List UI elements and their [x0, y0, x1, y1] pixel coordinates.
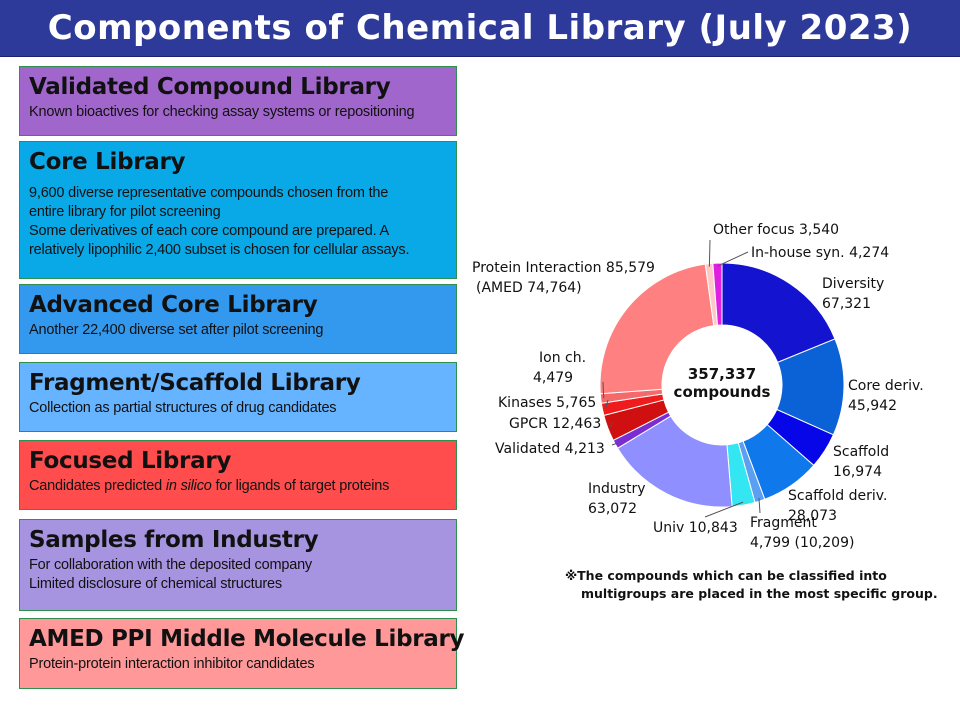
slice-protein-interaction	[599, 263, 715, 395]
slice-label: 28,073	[788, 508, 837, 524]
library-box-core: Core Library 9,600 diverse representative…	[19, 141, 457, 279]
library-description: Known bioactives for checking assay syst…	[29, 103, 446, 122]
slice-label: 45,942	[848, 398, 897, 414]
library-title: Core Library	[29, 149, 186, 175]
slice-label: 63,072	[588, 501, 637, 517]
leader-line	[717, 251, 749, 267]
library-title: Samples from Industry	[29, 527, 319, 553]
library-description-line: Another 22,400 diverse set after pilot s…	[29, 322, 324, 338]
library-title: Advanced Core Library	[29, 292, 318, 318]
library-description-line: entire library for pilot screening	[29, 204, 221, 220]
slice-label: GPCR 12,463	[509, 416, 601, 432]
library-box-advanced-core: Advanced Core Library Another 22,400 dive…	[19, 284, 457, 354]
library-description: 9,600 diverse representative compounds c…	[29, 184, 446, 260]
slice-label: 16,974	[833, 464, 882, 480]
leader-line	[610, 421, 613, 428]
library-description-line: Limited disclosure of chemical structure…	[29, 576, 282, 592]
donut-chart: 357,337 compounds Diversity 67,321 Core deri…	[460, 200, 960, 620]
library-description: Candidates predicted in silico for ligan…	[29, 477, 446, 496]
slice-label: Fragment	[750, 515, 817, 531]
slice-label: Scaffold deriv.	[788, 488, 887, 504]
leader-line	[611, 442, 619, 446]
description-text: for ligands of target proteins	[211, 478, 390, 494]
slice-label: Other focus 3,540	[713, 222, 839, 238]
description-text: Candidates predicted	[29, 478, 166, 494]
slice-in-house-syn	[712, 262, 723, 326]
center-label: compounds	[674, 383, 771, 401]
library-description-line: Collection as partial structures of drug…	[29, 400, 337, 416]
library-description: For collaboration with the deposited com…	[29, 556, 446, 594]
library-title: Focused Library	[29, 448, 232, 474]
library-description-line: Protein-protein interaction inhibitor ca…	[29, 656, 315, 672]
library-box-amed-ppi: AMED PPI Middle Molecule Library Protein-…	[19, 618, 465, 689]
library-title: Validated Compound Library	[29, 74, 391, 100]
library-title: Fragment/Scaffold Library	[29, 370, 361, 396]
library-description-line: Known bioactives for checking assay syst…	[29, 104, 415, 120]
center-label: 357,337	[688, 365, 756, 383]
library-title: AMED PPI Middle Molecule Library	[29, 626, 465, 652]
library-description-line: 9,600 diverse representative compounds c…	[29, 185, 389, 201]
footnote-line-2: multigroups are placed in the most speci…	[581, 586, 938, 601]
footnote-line-1: ※The compounds which can be classified i…	[565, 568, 887, 583]
library-description: Collection as partial structures of drug…	[29, 399, 446, 418]
library-box-validated: Validated Compound Library Known bioactiv…	[19, 66, 457, 136]
slice-label: In-house syn. 4,274	[751, 245, 889, 261]
footnote: ※The compounds which can be classified i…	[565, 567, 955, 603]
slice-label: Core deriv.	[848, 378, 924, 394]
slice-label: 67,321	[822, 296, 871, 312]
library-description: Another 22,400 diverse set after pilot s…	[29, 321, 446, 340]
library-description-line: relatively lipophilic 2,400 subset is ch…	[29, 242, 410, 258]
italic-term: in silico	[165, 478, 212, 494]
leader-line	[604, 399, 609, 409]
library-description-line: Some derivatives of each core compound a…	[29, 223, 389, 239]
slice-label: Ion ch.	[539, 350, 586, 366]
slice-label: Industry	[588, 481, 646, 497]
leader-line	[704, 501, 744, 518]
library-box-focused: Focused Library Candidates predicted in s…	[19, 440, 457, 510]
slice-label: Scaffold	[833, 444, 889, 460]
slice-label: 4,479	[533, 370, 573, 386]
slice-label: Validated 4,213	[495, 441, 605, 457]
slice-label: Univ 10,843	[653, 520, 738, 536]
leader-line	[708, 239, 711, 267]
slice-label: Kinases 5,765	[498, 395, 596, 411]
slice-label: Diversity	[822, 276, 884, 292]
slice-label: Protein Interaction 85,579	[472, 260, 655, 276]
leader-line	[602, 381, 605, 399]
library-box-fragment-scaffold: Fragment/Scaffold Library Collection as p…	[19, 362, 457, 432]
library-description-line: For collaboration with the deposited com…	[29, 557, 312, 573]
library-description: Protein-protein interaction inhibitor ca…	[29, 655, 446, 674]
page-title: Components of Chemical Library (July 202…	[0, 0, 960, 57]
leader-line	[758, 498, 761, 514]
slice-label: 4,799 (10,209)	[750, 535, 854, 551]
slice-label: (AMED 74,764)	[476, 280, 582, 296]
library-description-line: Candidates predicted in silico for ligan…	[29, 477, 446, 496]
library-box-industry: Samples from Industry For collaboration w…	[19, 519, 457, 611]
